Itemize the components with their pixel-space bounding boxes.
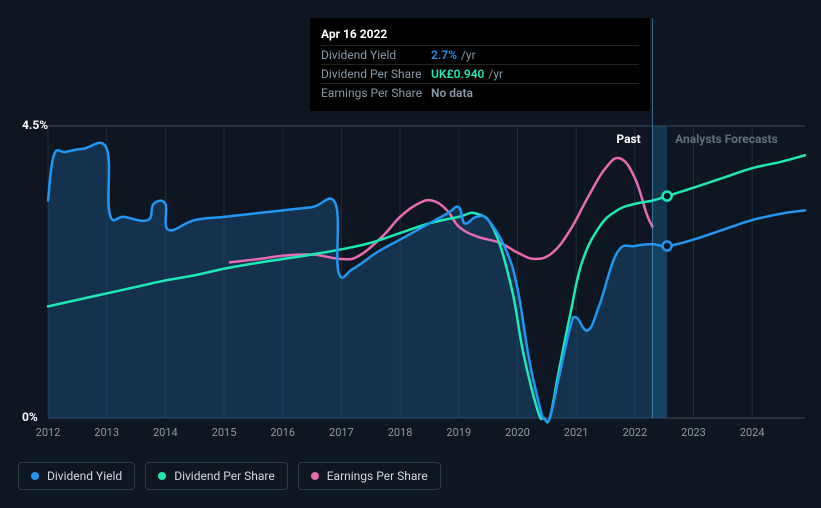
legend-item-dividend_yield[interactable]: Dividend Yield bbox=[18, 462, 135, 490]
tooltip-row-value: UK£0.940 bbox=[431, 67, 484, 81]
x-axis-label: 2015 bbox=[212, 426, 237, 439]
tooltip-date: Apr 16 2022 bbox=[321, 25, 639, 45]
dividend-chart: Apr 16 2022 Dividend Yield2.7%/yrDividen… bbox=[0, 0, 821, 508]
legend-dot-icon bbox=[31, 472, 39, 480]
y-axis-label: 0% bbox=[22, 410, 38, 424]
tooltip-row-unit: /yr bbox=[488, 67, 503, 81]
x-axis-label: 2020 bbox=[505, 426, 530, 439]
tooltip-row: Dividend Yield2.7% /yr bbox=[321, 45, 639, 64]
tooltip-row: Dividend Per ShareUK£0.940/yr bbox=[321, 64, 639, 83]
x-axis-label: 2021 bbox=[564, 426, 589, 439]
hover-tooltip: Apr 16 2022 Dividend Yield2.7%/yrDividen… bbox=[310, 18, 650, 111]
tooltip-row-label: Dividend Yield bbox=[321, 48, 431, 62]
tooltip-row-value: No data bbox=[431, 86, 473, 100]
legend-item-earnings_per_share[interactable]: Earnings Per Share bbox=[298, 462, 441, 490]
y-axis-label: 4.5% bbox=[22, 118, 48, 132]
x-axis-label: 2018 bbox=[388, 426, 413, 439]
legend-item-dividend_per_share[interactable]: Dividend Per Share bbox=[145, 462, 288, 490]
x-axis-label: 2022 bbox=[622, 426, 647, 439]
region-label-future: Analysts Forecasts bbox=[675, 132, 778, 146]
x-axis-label: 2024 bbox=[740, 426, 765, 439]
tooltip-row-label: Dividend Per Share bbox=[321, 67, 431, 81]
legend-item-label: Earnings Per Share bbox=[327, 469, 428, 483]
legend-dot-icon bbox=[311, 472, 319, 480]
x-axis-label: 2023 bbox=[681, 426, 706, 439]
tooltip-row-unit: /yr bbox=[461, 48, 476, 62]
legend-dot-icon bbox=[158, 472, 166, 480]
x-axis-label: 2013 bbox=[94, 426, 119, 439]
x-axis-label: 2017 bbox=[329, 426, 354, 439]
legend-item-label: Dividend Per Share bbox=[174, 469, 275, 483]
legend: Dividend Yield Dividend Per Share Earnings… bbox=[18, 462, 441, 490]
tooltip-row-value: 2.7% bbox=[431, 48, 457, 62]
tooltip-row-label: Earnings Per Share bbox=[321, 86, 431, 100]
x-axis-label: 2012 bbox=[36, 426, 61, 439]
x-axis-label: 2019 bbox=[446, 426, 471, 439]
legend-item-label: Dividend Yield bbox=[47, 469, 122, 483]
tooltip-row: Earnings Per ShareNo data bbox=[321, 83, 639, 102]
x-axis-label: 2014 bbox=[153, 426, 178, 439]
region-label-past: Past bbox=[616, 132, 640, 146]
x-axis-label: 2016 bbox=[270, 426, 295, 439]
